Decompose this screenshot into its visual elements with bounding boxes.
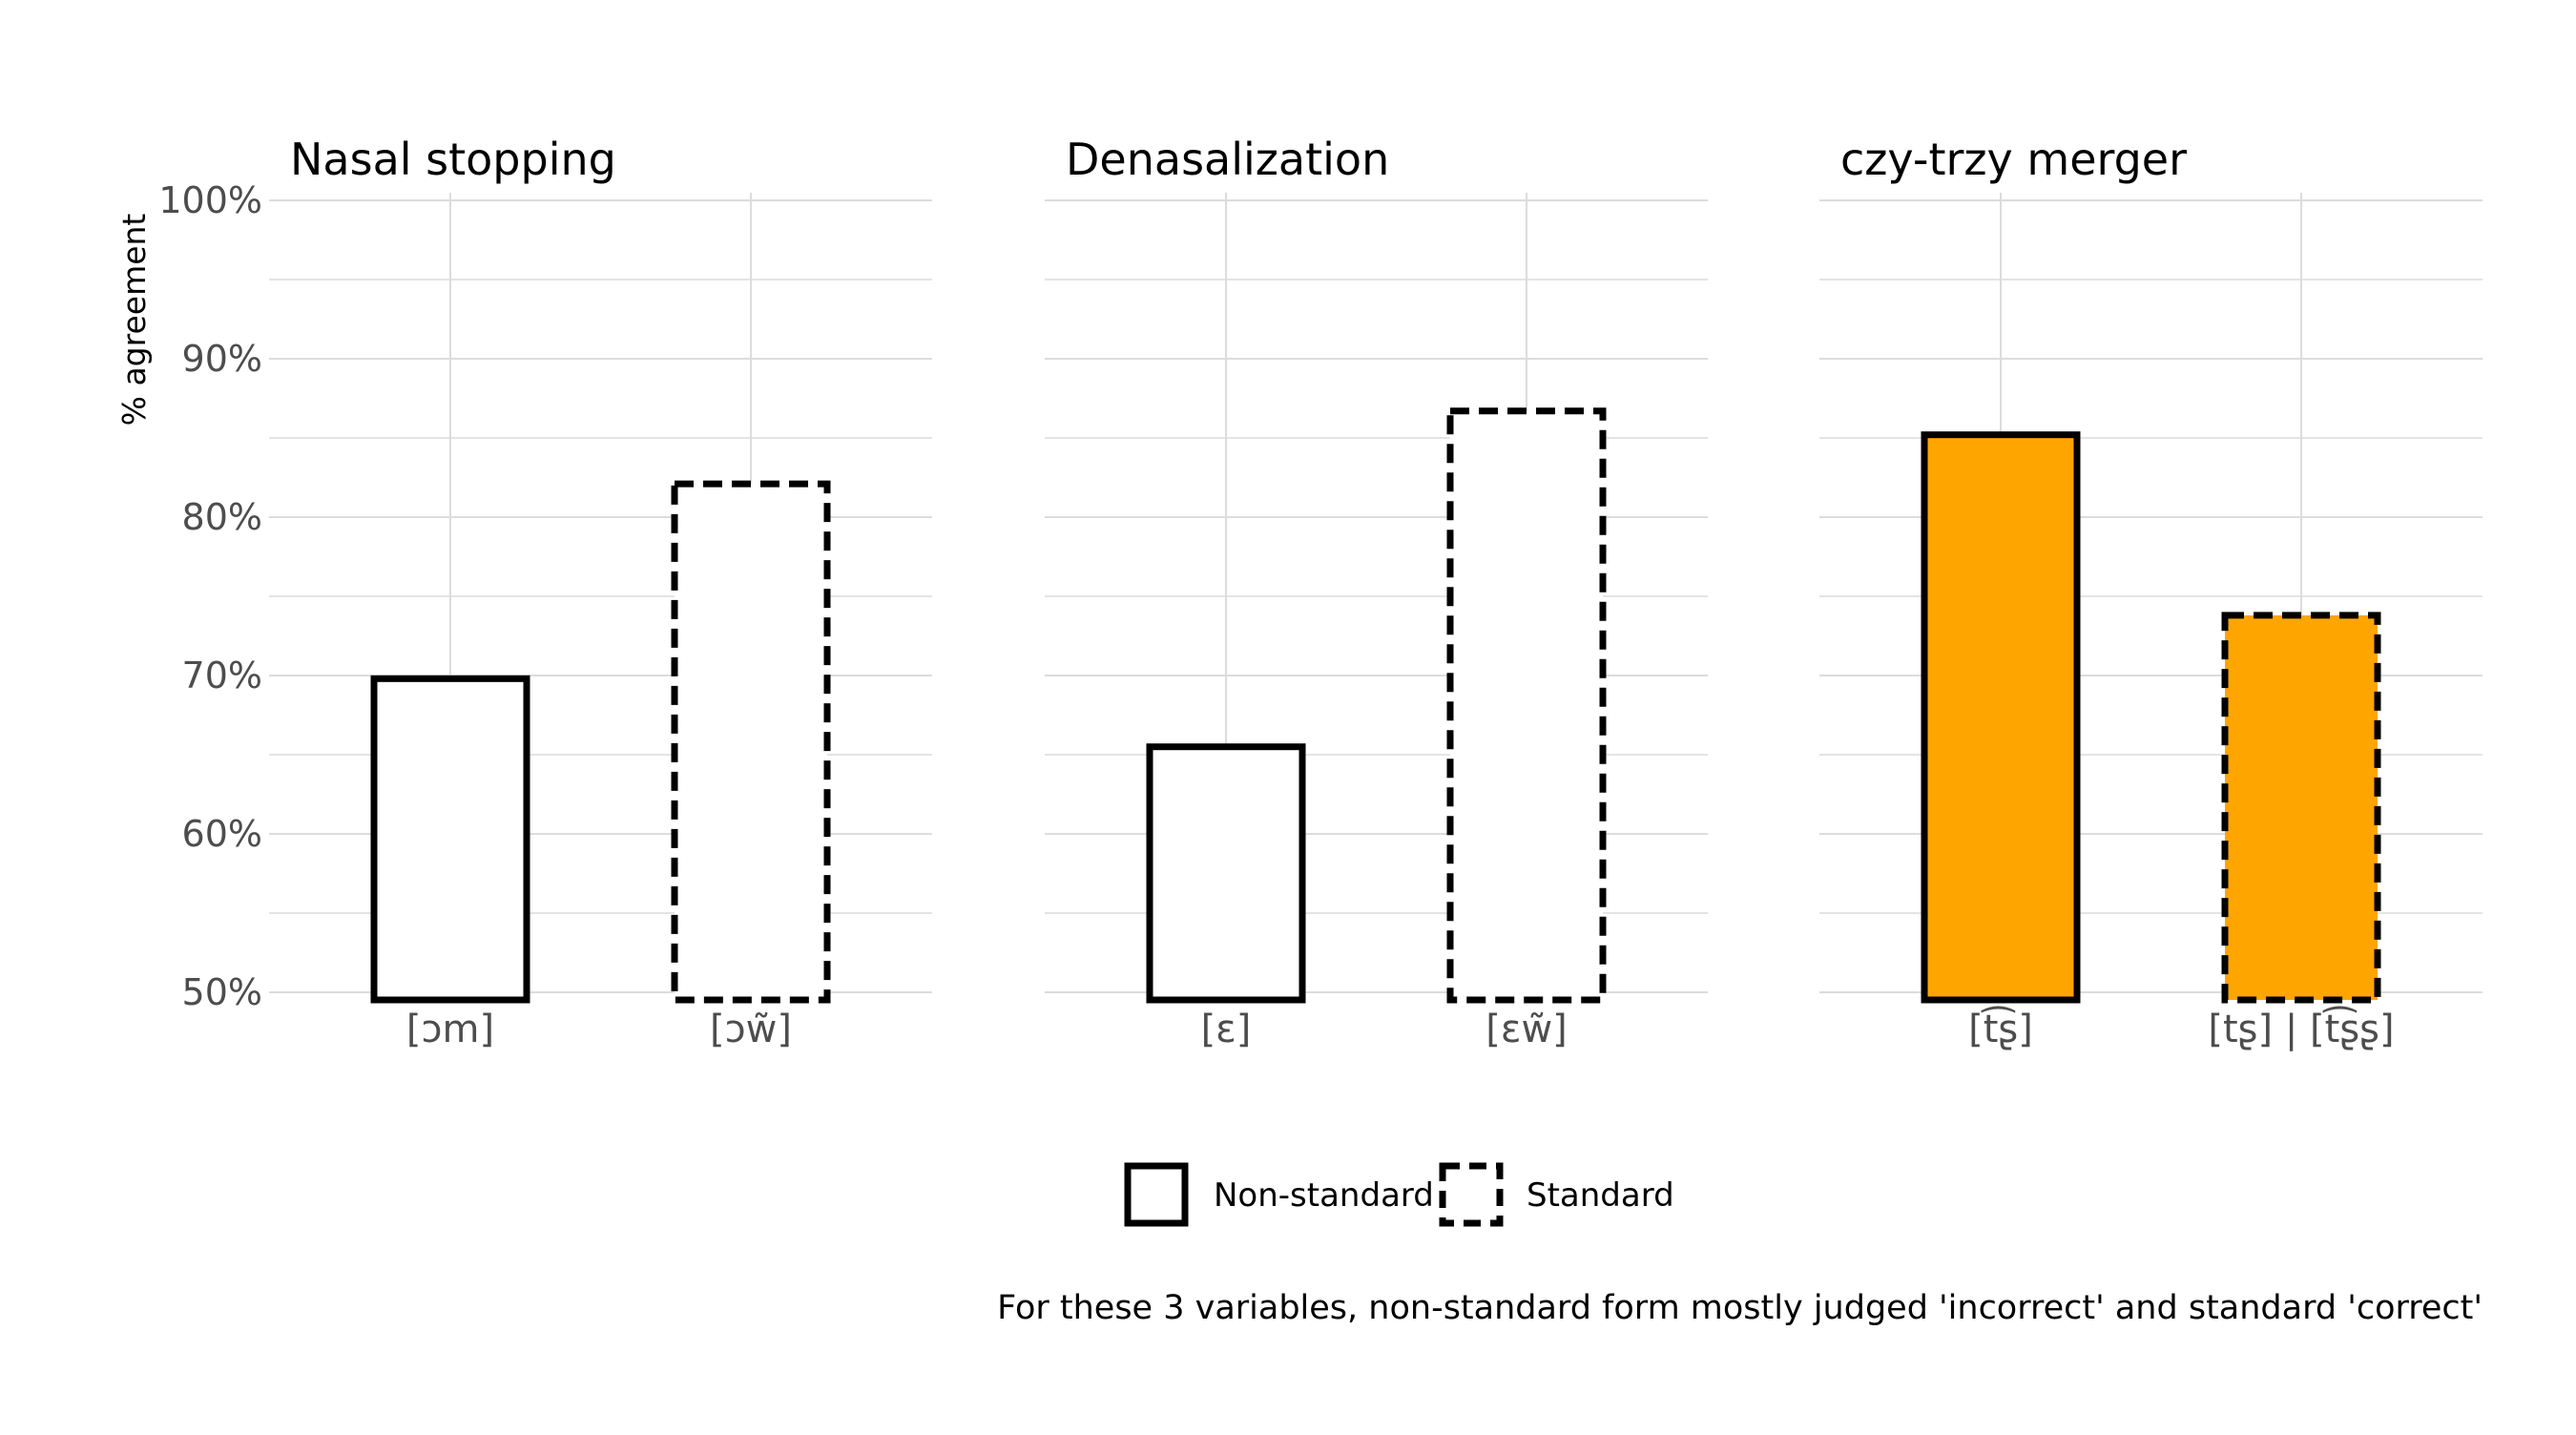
bar-standard	[1446, 407, 1607, 1004]
x-category-label: [t͡ʂ]	[1968, 1005, 2033, 1051]
x-category-label: [ɛ]	[1201, 1008, 1252, 1051]
x-category-label: [ɔm]	[406, 1008, 494, 1051]
bar-non-standard	[1921, 431, 2081, 1004]
bar-standard	[2221, 612, 2381, 1004]
y-tick-label: 70%	[182, 655, 262, 697]
legend-key-standard	[1439, 1162, 1504, 1227]
y-tick-label: 60%	[182, 813, 262, 855]
x-category-label: [ɔw̃]	[710, 1008, 792, 1051]
y-tick-label: 50%	[182, 971, 262, 1013]
panel-title: Nasal stopping	[290, 134, 616, 185]
legend-label-non-standard: Non-standard	[1214, 1176, 1434, 1215]
y-axis-title: % agreement	[115, 214, 153, 426]
legend-label-standard: Standard	[1527, 1176, 1674, 1215]
legend-key-non-standard	[1124, 1162, 1189, 1227]
bar-non-standard	[1146, 743, 1306, 1004]
y-tick-label: 90%	[182, 338, 262, 380]
y-tick-label: 100%	[158, 179, 262, 221]
x-category-label: [ɛw̃]	[1485, 1008, 1568, 1051]
y-tick-label: 80%	[182, 496, 262, 538]
bar-standard	[671, 480, 831, 1004]
chart-caption: For these 3 variables, non-standard form…	[997, 1289, 2483, 1327]
x-category-label: [tʂ] | [t͡ʂʂ]	[2208, 1005, 2394, 1051]
panel-title: Denasalization	[1066, 134, 1389, 185]
bar-non-standard	[370, 675, 530, 1004]
panel-title: czy-trzy merger	[1840, 134, 2187, 185]
